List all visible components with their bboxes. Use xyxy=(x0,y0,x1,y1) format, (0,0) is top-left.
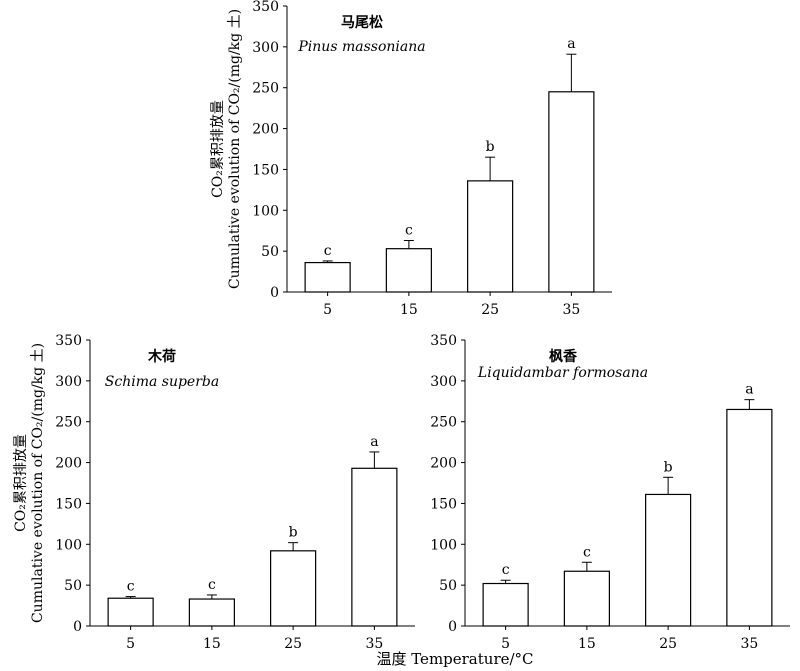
y-tick-label: 0 xyxy=(73,619,82,635)
bar xyxy=(107,597,154,627)
chart-subtitle: Pinus massoniana xyxy=(297,39,425,55)
chart-title: 马尾松 xyxy=(341,14,383,31)
y-tick-label: 0 xyxy=(448,619,457,635)
y-tick-label: 250 xyxy=(55,415,82,431)
y-tick-label: 50 xyxy=(64,578,82,594)
x-tick-label: 35 xyxy=(562,302,580,318)
chart-subtitle: Liquidambar formosana xyxy=(477,365,648,381)
y-tick-label: 300 xyxy=(252,40,279,56)
y-tick-label: 100 xyxy=(252,203,279,219)
y-tick-label: 50 xyxy=(261,244,279,260)
y-tick-label: 150 xyxy=(430,496,457,512)
significance-label: a xyxy=(745,382,753,398)
y-tick-label: 50 xyxy=(439,578,457,594)
y-tick-label: 350 xyxy=(55,333,82,349)
y-tick-label: 300 xyxy=(430,374,457,390)
significance-label: c xyxy=(405,223,413,239)
x-tick-label: 35 xyxy=(365,636,383,652)
x-tick-label: 15 xyxy=(203,636,221,652)
significance-label: c xyxy=(324,243,332,259)
significance-label: b xyxy=(664,459,673,475)
chart-title: 木荷 xyxy=(147,348,176,365)
y-tick-label: 200 xyxy=(430,456,457,472)
y-axis-label: CO₂累积排放量Cumulative evolution of CO₂/(mg/… xyxy=(13,343,46,623)
x-tick-label: 15 xyxy=(578,636,596,652)
x-tick-label: 5 xyxy=(501,636,510,652)
bar xyxy=(304,261,351,293)
chart-panel-1: 0 50 100 150 200 250 300 350 5 c 15 c 25 b 35 a 马尾松 Pinus… xyxy=(210,0,612,318)
bar xyxy=(726,408,773,627)
significance-label: c xyxy=(583,544,591,560)
y-tick-label: 250 xyxy=(252,81,279,97)
bar xyxy=(548,91,595,293)
x-tick-label: 5 xyxy=(323,302,332,318)
significance-label: c xyxy=(502,562,510,578)
bar xyxy=(563,570,610,627)
chart-subtitle: Schima superba xyxy=(105,374,219,390)
x-tick-label: 5 xyxy=(126,636,135,652)
significance-label: a xyxy=(370,434,378,450)
significance-label: c xyxy=(127,579,135,595)
x-tick-label: 25 xyxy=(659,636,677,652)
y-tick-label: 200 xyxy=(55,456,82,472)
bar xyxy=(351,467,398,627)
y-tick-label: 0 xyxy=(270,285,279,301)
x-tick-label: 15 xyxy=(400,302,418,318)
bar xyxy=(482,582,529,627)
x-axis-label: 温度 Temperature/°C xyxy=(376,650,533,668)
significance-label: a xyxy=(567,36,575,52)
y-tick-label: 100 xyxy=(55,537,82,553)
y-tick-label: 150 xyxy=(252,162,279,178)
bar xyxy=(645,493,692,627)
y-tick-label: 200 xyxy=(252,122,279,138)
x-tick-label: 25 xyxy=(284,636,302,652)
significance-label: c xyxy=(208,577,216,593)
bar xyxy=(270,550,317,627)
significance-label: b xyxy=(486,139,495,155)
y-tick-label: 150 xyxy=(55,496,82,512)
y-tick-label: 350 xyxy=(252,0,279,15)
y-tick-label: 250 xyxy=(430,415,457,431)
chart-title: 枫香 xyxy=(549,348,578,365)
y-tick-label: 350 xyxy=(430,333,457,349)
y-tick-label: 100 xyxy=(430,537,457,553)
y-tick-label: 300 xyxy=(55,374,82,390)
x-tick-label: 35 xyxy=(740,636,758,652)
y-axis-label: CO₂累积排放量Cumulative evolution of CO₂/(mg/… xyxy=(210,9,243,289)
chart-panel-2: 0 50 100 150 200 250 300 350 5 c 15 c 25 b 35 a 木荷 Schima… xyxy=(13,333,415,652)
bar xyxy=(188,598,235,627)
significance-label: b xyxy=(289,525,298,541)
bar xyxy=(467,180,514,293)
chart-panel-3: 0 50 100 150 200 250 300 350 5 c 15 c 25 b 35 a 枫香Liquid… xyxy=(430,333,790,652)
x-tick-label: 25 xyxy=(481,302,499,318)
bar xyxy=(385,248,432,293)
